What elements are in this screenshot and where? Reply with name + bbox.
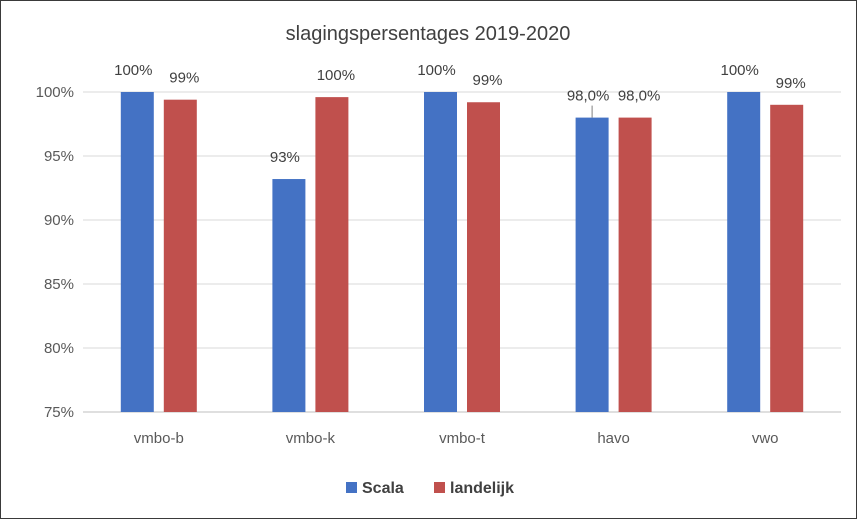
data-label-landelijk-vmbo-b: 99% [169,70,199,87]
bar-scala-havo [575,117,609,412]
y-tick-label: 100% [36,84,74,101]
data-labels: 100% 99% 93% 100% 100% 99% 98,0% 98,0% 100% 99% [114,62,806,166]
legend-swatch-landelijk [434,482,445,493]
bar-landelijk-vmbo-t [467,102,500,413]
x-tick-label: vmbo-t [439,430,486,447]
data-label-landelijk-vmbo-t: 99% [472,72,502,89]
y-tick-label: 75% [44,404,74,421]
y-tick-label: 90% [44,212,74,229]
data-label-scala-vmbo-t: 100% [417,62,455,79]
chart-title: slagingspersentages 2019-2020 [286,23,571,45]
legend: Scala landelijk [346,480,514,497]
data-label-scala-vmbo-b: 100% [114,62,152,79]
data-label-landelijk-havo: 98,0% [618,88,661,105]
x-tick-label: vmbo-b [134,430,184,447]
bar-scala-vmbo-k [272,179,306,412]
legend-label-landelijk: landelijk [450,480,514,497]
data-label-landelijk-vmbo-k: 100% [317,67,355,84]
data-label-landelijk-vwo: 99% [776,75,806,92]
bar-scala-vwo [727,92,761,412]
x-axis: vmbo-b vmbo-k vmbo-t havo vwo [134,430,779,447]
bar-scala-vmbo-t [424,92,457,412]
bars [120,92,804,413]
y-axis: 75% 80% 85% 90% 95% 100% [36,84,74,421]
bar-landelijk-vmbo-b [163,99,197,413]
y-tick-label: 95% [44,148,74,165]
gridlines [83,91,841,413]
bar-landelijk-vwo [770,104,804,413]
y-tick-label: 80% [44,340,74,357]
data-label-scala-vwo: 100% [721,62,759,79]
legend-swatch-scala [346,482,357,493]
data-label-scala-havo: 98,0% [567,88,610,105]
legend-label-scala: Scala [362,480,404,497]
bar-landelijk-havo [618,117,652,412]
bar-scala-vmbo-b [120,92,154,412]
x-tick-label: havo [597,430,630,447]
bar-landelijk-vmbo-k [315,97,349,413]
y-tick-label: 85% [44,276,74,293]
x-tick-label: vwo [752,430,779,447]
x-tick-label: vmbo-k [286,430,336,447]
data-label-scala-vmbo-k: 93% [270,149,300,166]
